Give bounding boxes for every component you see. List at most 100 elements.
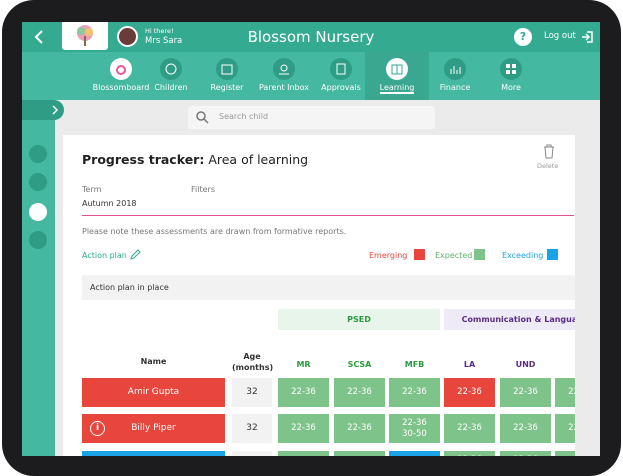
nav-label: Learning [379,83,415,94]
page-title: Progress tracker: Area of learning [82,152,308,167]
nav-label: Blossomboard [92,83,150,92]
assessment-cell[interactable]: 22-36 [389,378,440,407]
legend-label: Exceeding [502,251,544,260]
note: Please note these assessments are drawn … [82,227,347,236]
sidebar [22,100,64,456]
app-title: Blossom Nursery [247,28,375,46]
logo [62,22,108,50]
column-header: S [555,360,575,369]
divider [82,215,574,216]
column-header: MFB [404,360,425,369]
nav-label: Approvals [321,83,361,92]
age-cell: 32 [232,378,272,407]
column-header: LA [463,360,476,369]
assessment-cell[interactable]: 22-36 [444,414,495,443]
nav-item[interactable]: Children [139,52,203,100]
column-header: SCSA [347,360,372,369]
filters-label: Filters [191,185,215,194]
assessment-cell[interactable]: 22-36 [500,378,551,407]
nav-bar: Blossomboard Children Register Parent In… [22,52,600,100]
nav-item[interactable]: Learning [365,52,429,100]
column-header: MR [296,360,311,369]
assessment-cell[interactable]: 22-36 [500,414,551,443]
nav-label: Register [210,83,244,92]
nav-item[interactable]: Finance [423,52,487,100]
cell-text: 22-36 [347,387,372,397]
age-cell: 32 [232,414,272,443]
title-bold: Progress tracker: [82,152,205,167]
sidebar-icon[interactable] [29,145,47,163]
group-header: PSED [278,309,440,330]
avatar [117,26,138,47]
column-header: UND [515,360,536,369]
help-button[interactable]: ? [514,28,532,46]
cell-text: 22-36 [513,423,538,433]
legend-label: Expected [435,251,473,260]
nav-item[interactable]: Approvals [309,52,373,100]
cell-text: 22-36 [457,423,482,433]
search-placeholder: Search child [219,112,269,121]
group-label: Communication & Language [461,315,575,324]
sidebar-icon[interactable] [29,173,47,191]
nav-item[interactable]: More [479,52,543,100]
nav-label: Finance [439,83,471,92]
screen: Hi there! Mrs Sara Blossom Nursery ? Log… [22,22,600,456]
nav-item[interactable]: Register [195,52,259,100]
assessment-cell[interactable]: 22-36 [389,451,440,456]
age-header: Age (months) [232,352,274,372]
pencil-icon [130,249,141,260]
child-name[interactable]: Amir Gupta [82,378,225,407]
child-name[interactable]: Billy Piper [82,414,225,443]
delete-label[interactable]: Delete [537,162,559,170]
term-value[interactable]: Autumn 2018 [82,199,137,208]
cell-text: 22-36 [457,455,482,457]
assessment-cell[interactable]: 22-36 [555,378,575,407]
term-label: Term [82,185,102,194]
assessment-cell[interactable]: 22-36 [278,414,329,443]
child-name[interactable]: Amir Gupta [82,451,225,456]
cell-text: 22-36 [513,455,538,457]
assessment-cell[interactable]: 22-36 [278,451,329,456]
content-panel: Progress tracker: Area of learning Delet… [63,135,575,456]
cell-text: 22-36 [402,417,427,428]
cell-text: 22-36 [347,423,372,433]
cell-text: 30-50 [402,428,427,439]
legend-label: Emerging [369,251,408,260]
back-button[interactable] [34,30,44,44]
action-plan-link[interactable]: Action plan [82,251,127,260]
search-box[interactable]: Search child [188,106,435,129]
sidebar-icon[interactable] [29,203,47,221]
user-name: Mrs Sara [145,36,183,46]
sidebar-toggle[interactable] [22,100,64,120]
cell-text: 22-36 [568,387,575,397]
nav-label: Parent Inbox [258,83,310,92]
top-bar: Hi there! Mrs Sara Blossom Nursery ? Log… [22,22,600,52]
logout-button[interactable]: Log out [544,31,576,41]
assessment-cell[interactable]: 22-36 [555,414,575,443]
logout-icon [582,31,593,43]
action-plan-box: Action plan in place [82,275,575,300]
assessment-cell[interactable]: 22-36 [334,451,385,456]
group-label: PSED [347,315,371,324]
assessment-cell[interactable]: 22-36 [278,378,329,407]
sidebar-icon[interactable] [29,231,47,249]
action-plan-text: Action plan in place [90,283,169,292]
assessment-cell[interactable]: 22-36 [555,451,575,456]
cell-text: 22-36 [291,387,316,397]
assessment-cell[interactable]: 22-36 [444,378,495,407]
delete-icon[interactable] [543,144,555,159]
greeting: Hi there! [145,27,174,35]
cell-text: 22-36 [291,423,316,433]
legend-swatch [474,249,485,260]
search-icon [196,111,209,124]
assessment-cell[interactable]: 22-36 [334,378,385,407]
nav-item[interactable]: Parent Inbox [252,52,316,100]
nav-item[interactable]: Blossomboard [89,52,153,100]
assessment-cell[interactable]: 22-36 [334,414,385,443]
nav-label: Children [154,83,188,92]
cell-text: 22-36 [513,387,538,397]
